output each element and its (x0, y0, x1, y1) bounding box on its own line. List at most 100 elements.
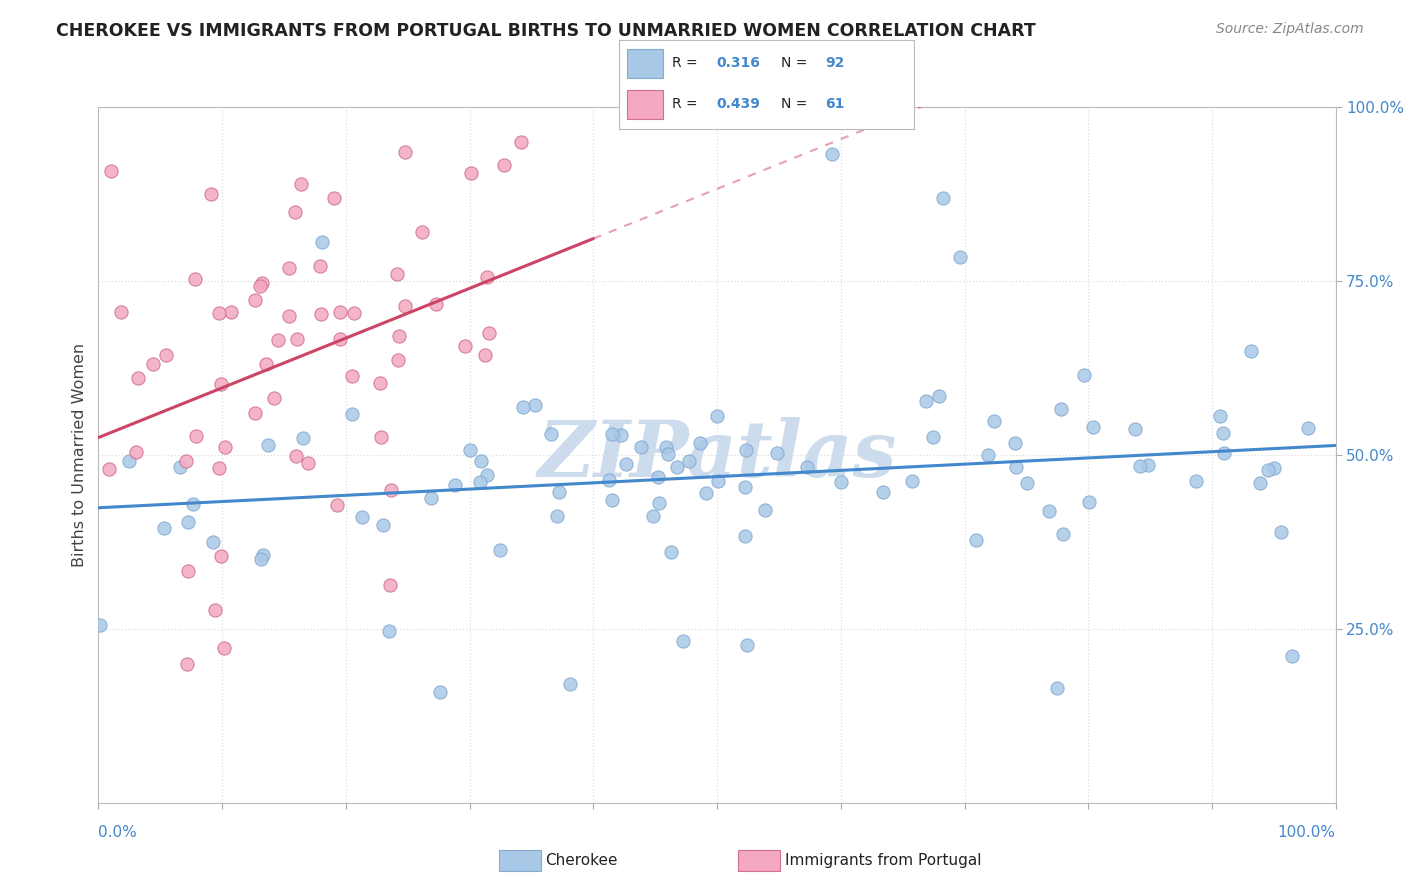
Point (706, 409, 728, 423)
Text: 0.0%: 0.0% (98, 825, 138, 840)
Point (352, 510, 374, 524)
Point (176, 515, 198, 529)
Point (444, 477, 467, 491)
Point (201, 534, 224, 549)
Point (734, 529, 756, 543)
Point (630, 440, 652, 454)
Point (394, 300, 416, 314)
Text: R =: R = (672, 97, 702, 112)
Point (387, 329, 409, 343)
Point (297, 456, 319, 470)
Point (1004, 436, 1026, 450)
Text: CHEROKEE VS IMMIGRANTS FROM PORTUGAL BIRTHS TO UNMARRIED WOMEN CORRELATION CHART: CHEROKEE VS IMMIGRANTS FROM PORTUGAL BIR… (56, 22, 1036, 40)
Point (659, 545, 682, 559)
Point (872, 484, 894, 499)
Point (249, 552, 271, 566)
Point (689, 435, 711, 450)
Point (666, 460, 689, 475)
Point (183, 272, 205, 286)
Point (1005, 460, 1028, 475)
Point (901, 474, 924, 488)
Point (820, 147, 842, 161)
Point (243, 293, 266, 307)
Point (647, 470, 669, 484)
Point (1128, 458, 1150, 473)
Point (278, 261, 301, 276)
Point (510, 135, 533, 149)
Point (425, 296, 447, 310)
Point (734, 480, 756, 494)
Point (200, 187, 222, 202)
Point (600, 427, 623, 442)
Point (453, 339, 475, 353)
Point (256, 438, 278, 452)
Point (249, 278, 271, 293)
Point (1077, 495, 1099, 509)
Point (245, 406, 267, 420)
Point (600, 492, 623, 507)
Point (142, 357, 165, 371)
Text: Source: ZipAtlas.com: Source: ZipAtlas.com (1216, 22, 1364, 37)
Point (118, 454, 141, 468)
Text: 0.316: 0.316 (716, 56, 761, 70)
Point (766, 446, 789, 460)
Text: ZIPatlas: ZIPatlas (537, 417, 897, 493)
Point (475, 467, 498, 482)
Point (169, 459, 191, 474)
Point (922, 430, 945, 444)
Point (208, 306, 231, 320)
Point (1212, 446, 1234, 460)
Point (329, 305, 352, 319)
Point (285, 332, 308, 346)
Point (387, 352, 409, 367)
Point (1281, 648, 1303, 663)
Point (735, 442, 758, 457)
Point (614, 457, 637, 471)
Point (153, 521, 176, 535)
Point (735, 639, 758, 653)
Point (263, 391, 285, 405)
Bar (627, 90, 664, 119)
Point (373, 517, 395, 532)
Point (470, 454, 492, 468)
Point (1298, 421, 1320, 435)
Point (1038, 504, 1060, 518)
Point (598, 474, 620, 488)
Point (1209, 409, 1232, 423)
Point (610, 427, 633, 442)
Point (949, 250, 972, 264)
Point (254, 357, 277, 371)
Point (378, 624, 401, 638)
Point (214, 440, 236, 454)
Point (474, 348, 496, 362)
Point (1137, 458, 1160, 472)
Point (458, 443, 481, 458)
Point (184, 429, 207, 443)
Point (695, 485, 717, 500)
Point (378, 578, 401, 592)
Point (329, 332, 352, 346)
Text: 100.0%: 100.0% (1278, 825, 1336, 840)
Point (830, 475, 852, 489)
Point (155, 348, 177, 362)
Point (478, 326, 501, 340)
Point (915, 394, 938, 409)
Point (370, 430, 392, 444)
Point (368, 376, 391, 390)
Point (308, 259, 330, 273)
Point (285, 449, 308, 463)
Point (678, 453, 700, 467)
Point (1239, 343, 1261, 358)
Point (343, 306, 366, 320)
Point (89, 618, 111, 632)
Point (208, 461, 231, 475)
Point (965, 533, 987, 548)
Point (546, 509, 568, 524)
Point (1123, 422, 1146, 436)
Text: 0.439: 0.439 (716, 97, 761, 112)
Point (977, 448, 1000, 462)
Point (214, 641, 236, 656)
Point (97, 462, 120, 476)
Point (292, 431, 315, 445)
Point (1050, 401, 1073, 416)
